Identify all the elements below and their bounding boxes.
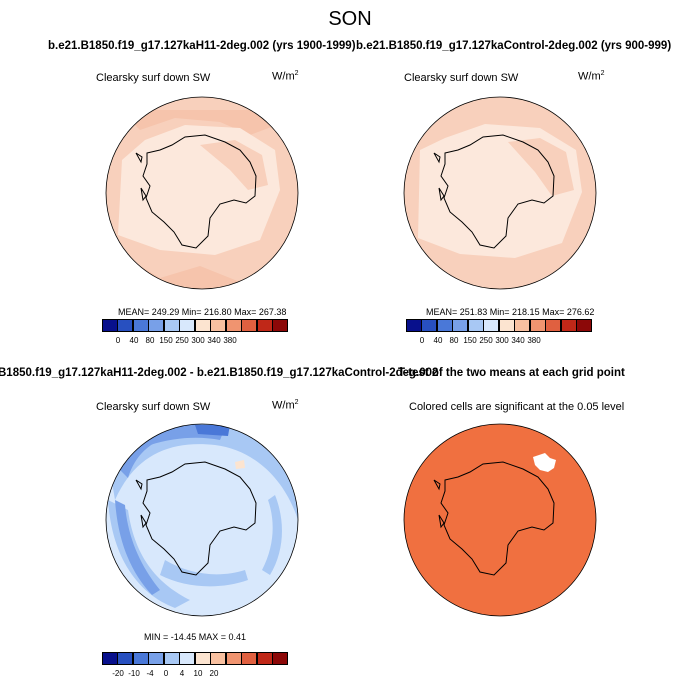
panel4-variable-label: Colored cells are significant at the 0.0… (409, 401, 625, 413)
panel3-colorbar (101, 652, 294, 665)
panel1-variable-label: Clearsky surf down SW (96, 72, 211, 84)
colorbar-swatch (272, 319, 288, 332)
colorbar-swatch (272, 652, 288, 665)
panel2-stats: MEAN= 251.83 Min= 218.15 Max= 276.62 (426, 307, 595, 317)
panel4-subtitle: T-test of the two means at each grid poi… (398, 367, 625, 379)
panel3-field (106, 424, 298, 616)
colorbar-tick-label: 340 (207, 336, 221, 345)
colorbar-tick-label: 340 (511, 336, 525, 345)
colorbar-tick-label: 20 (209, 669, 219, 678)
panel3-colorbar-labels: -20 -10 -4 0 4 10 20 (102, 669, 294, 679)
colorbar-tick-label: 0 (163, 669, 169, 678)
panel3-units: W/m2 (272, 399, 299, 412)
panel3-ring-north (110, 424, 298, 520)
panel3-stats: MIN = -14.45 MAX = 0.41 (144, 632, 247, 642)
colorbar-tick-label: 4 (179, 669, 185, 678)
colorbar-tick-label: -10 (128, 669, 140, 678)
panel3-ring-west (108, 500, 190, 608)
colorbar-swatch (576, 319, 592, 332)
panel1-band-south (120, 260, 290, 289)
colorbar-tick-label: 80 (449, 336, 459, 345)
panel3-subtitle: B1850.f19_g17.127kaH11-2deg.002 - b.e21.… (0, 367, 439, 379)
panel3-patch-west (115, 500, 160, 595)
panel3-map-border (105, 423, 299, 617)
panel1-stats: MEAN= 249.29 Min= 216.80 Max= 267.38 (118, 307, 287, 317)
panel2-interior-patch (508, 138, 574, 196)
panel3-patch-east (262, 495, 282, 575)
panel3-patch-nw (120, 425, 175, 478)
panel3-variable-label: Clearsky surf down SW (96, 401, 211, 413)
panel3-patch-south (160, 560, 248, 587)
panel1-antarctica-coastline (135, 134, 257, 249)
panel2-map-border (403, 96, 597, 290)
panel4-map-border (403, 423, 597, 617)
colorbar-tick-label: -20 (112, 669, 124, 678)
colorbar-tick-label: 250 (175, 336, 189, 345)
panel2-variable-label: Clearsky surf down SW (404, 72, 519, 84)
panel1-subtitle: b.e21.B1850.f19_g17.127kaH11-2deg.002 (y… (48, 40, 356, 52)
colorbar-tick-label: 380 (527, 336, 541, 345)
panel3-antarctica-coastline (135, 461, 257, 576)
colorbar-tick-label: 300 (191, 336, 205, 345)
panel2-subtitle: b.e21.B1850.f19_g17.127kaControl-2deg.00… (356, 40, 672, 52)
panel2-antarctica-coastline (433, 134, 555, 249)
colorbar-tick-label: 380 (223, 336, 237, 345)
panel1-interior-patch (200, 140, 268, 190)
panel1-map-border (105, 96, 299, 290)
colorbar-tick-label: 250 (479, 336, 493, 345)
panel1-colorbar-labels: 0 40 80 150 250 300 340 380 (102, 336, 294, 346)
colorbar-tick-label: 0 (419, 336, 425, 345)
colorbar-tick-label: 80 (145, 336, 155, 345)
panel2-colorbar-labels: 0 40 80 150 250 300 340 380 (406, 336, 598, 346)
panel3-positive-cell (235, 460, 245, 469)
panel4-antarctica-coastline (433, 461, 555, 576)
colorbar-tick-label: 10 (193, 669, 203, 678)
panel2-units: W/m2 (578, 70, 605, 83)
figure-title: SON (328, 8, 372, 30)
panel4-nonsignificant-cell (533, 453, 556, 472)
panel3-patch-north-dark (195, 425, 230, 436)
colorbar-tick-label: -4 (146, 669, 154, 678)
panel1-colorbar (101, 319, 294, 332)
panel1-units: W/m2 (272, 70, 299, 83)
colorbar-tick-label: 0 (115, 336, 121, 345)
panel1-band (120, 110, 290, 135)
panel4-significance-field (404, 424, 596, 616)
colorbar-tick-label: 150 (159, 336, 173, 345)
colorbar-tick-label: 40 (433, 336, 443, 345)
panel2-colorbar (405, 319, 598, 332)
colorbar-tick-label: 300 (495, 336, 509, 345)
colorbar-tick-label: 40 (129, 336, 139, 345)
colorbar-tick-label: 150 (463, 336, 477, 345)
